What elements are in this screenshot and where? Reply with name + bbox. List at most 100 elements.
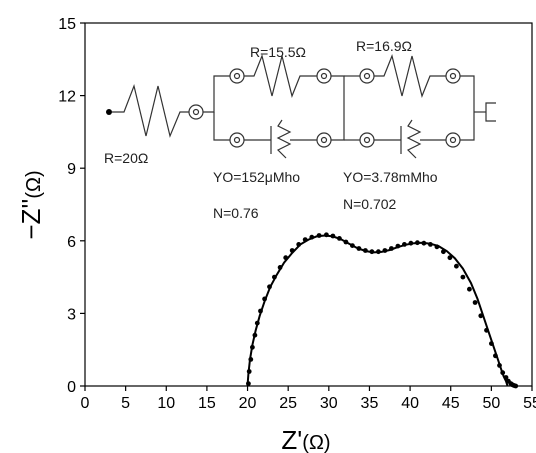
node-terminal-3: [316, 68, 332, 84]
wire-right-bus: [460, 75, 475, 141]
circuit-label-r2: R=15.5Ω: [250, 44, 306, 60]
node-terminal-6: [359, 68, 375, 84]
data-point: [402, 242, 407, 247]
data-point: [356, 246, 362, 251]
y-axis-title-main: −Z'': [16, 199, 46, 240]
node-terminal-4: [229, 132, 245, 148]
data-point: [382, 248, 388, 253]
wire-left-bus-lower: [213, 112, 230, 141]
data-point: [324, 232, 329, 238]
data-point: [272, 274, 277, 280]
data-point: [497, 363, 502, 368]
x-axis-title-main: Z': [281, 425, 302, 453]
data-point: [415, 240, 420, 246]
data-point: [309, 234, 315, 240]
y-tick-label: 12: [58, 89, 76, 106]
data-point: [277, 265, 283, 270]
x-tick-label: 5: [121, 395, 130, 412]
data-layer: [246, 232, 519, 389]
data-point: [408, 240, 414, 246]
circuit-end-terminal: [485, 102, 496, 122]
x-tick-label: 20: [239, 395, 257, 412]
circuit-start-dot: [106, 109, 112, 115]
y-axis-title: −Z''(Ω): [16, 170, 46, 239]
circuit-label-n1: N=0.76: [213, 205, 259, 221]
data-point: [350, 243, 355, 249]
data-point: [434, 244, 440, 250]
data-point: [283, 255, 289, 261]
data-point: [421, 240, 427, 246]
y-tick-label: 0: [67, 379, 76, 396]
data-point: [493, 353, 498, 359]
circuit-label-r1: R=20Ω: [104, 150, 148, 166]
node-terminal-1: [188, 104, 204, 120]
data-point: [258, 308, 263, 314]
data-point: [343, 239, 349, 245]
y-axis-ticks: 0 3 6 9 12 15: [58, 16, 85, 396]
data-point: [389, 246, 394, 251]
y-tick-label: 9: [67, 161, 76, 178]
x-tick-label: 15: [198, 395, 216, 412]
data-point: [500, 370, 506, 376]
wire-left-bus: [203, 75, 230, 113]
x-tick-label: 50: [482, 395, 500, 412]
data-point: [484, 327, 489, 333]
x-tick-label: 55: [523, 395, 536, 412]
data-point: [460, 274, 466, 280]
node-terminal-5: [316, 132, 332, 148]
data-point: [441, 249, 446, 255]
cpe1-plate-right: [276, 119, 292, 159]
data-point: [296, 242, 302, 247]
circuit-label-yo2: YO=3.78mMho: [343, 169, 438, 185]
x-axis-ticks: 0 5 10 15 20 25 30 35 40 45 50 55: [81, 386, 536, 412]
x-tick-label: 35: [361, 395, 379, 412]
y-tick-label: 15: [58, 16, 76, 33]
data-point: [337, 236, 342, 241]
circuit-label-r3: R=16.9Ω: [356, 38, 412, 54]
node-terminal-9: [445, 132, 461, 148]
data-point: [489, 341, 494, 346]
x-tick-label: 45: [442, 395, 460, 412]
data-point: [467, 286, 472, 292]
plot-frame: [84, 22, 533, 387]
resistor-r1-symbol: [112, 83, 189, 138]
data-point: [289, 248, 295, 253]
node-terminal-2: [229, 68, 245, 84]
data-point: [246, 369, 252, 374]
data-point: [363, 248, 368, 253]
x-tick-label: 10: [157, 395, 175, 412]
data-point: [376, 249, 381, 255]
data-point: [267, 284, 272, 290]
data-point: [262, 296, 267, 302]
y-tick-label: 3: [67, 306, 76, 323]
data-point: [248, 357, 254, 362]
data-point: [316, 233, 322, 238]
data-point: [472, 300, 478, 305]
circuit-label-n2: N=0.702: [343, 196, 397, 212]
data-point: [254, 320, 260, 326]
resistor-r2-symbol: [244, 54, 317, 98]
y-axis-title-unit: (Ω): [23, 170, 45, 198]
data-point: [454, 263, 459, 269]
data-point: [478, 313, 484, 319]
node-terminal-8: [359, 132, 375, 148]
data-point: [428, 242, 433, 247]
data-point: [395, 243, 401, 249]
x-axis-title: Z'(Ω): [281, 425, 330, 453]
equivalent-circuit: [106, 54, 496, 159]
x-tick-label: 25: [279, 395, 297, 412]
x-tick-label: 0: [81, 395, 90, 412]
x-axis-title-unit: (Ω): [302, 432, 330, 453]
x-tick-label: 40: [401, 395, 419, 412]
cpe2-plate-right: [406, 119, 422, 159]
data-point: [369, 249, 375, 255]
data-point: [447, 255, 453, 261]
circuit-label-yo1: YO=152μMho: [213, 169, 300, 185]
data-point: [252, 332, 258, 338]
wire-middle-bus: [331, 75, 345, 141]
data-point: [330, 233, 336, 239]
node-terminal-7: [445, 68, 461, 84]
x-tick-label: 30: [320, 395, 338, 412]
resistor-r3-symbol: [374, 54, 446, 98]
